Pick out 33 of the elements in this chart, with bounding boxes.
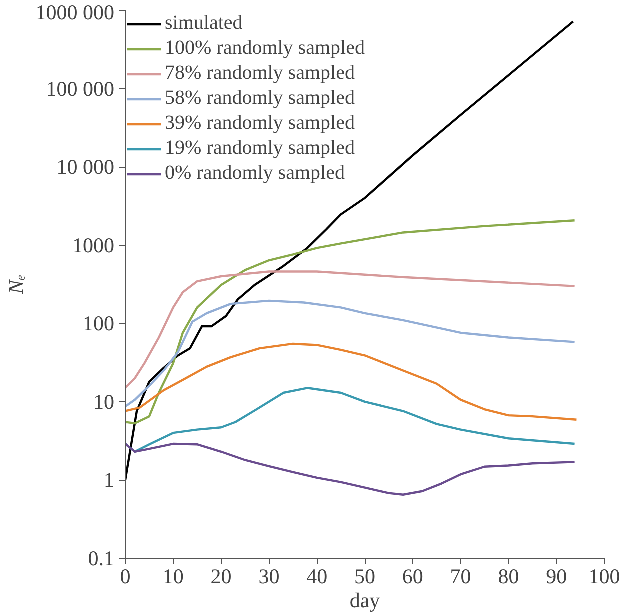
- line-series: [126, 300, 576, 408]
- x-tick-label: 100: [588, 564, 620, 588]
- legend-label: 39% randomly sampled: [165, 112, 355, 135]
- y-tick-label: 1000: [72, 233, 114, 258]
- line-series: [126, 270, 576, 390]
- x-tick-label: 90: [546, 564, 568, 588]
- line-series: [126, 442, 576, 496]
- x-tick-label: 30: [258, 564, 280, 588]
- y-tick-label: 10: [94, 390, 114, 414]
- x-tick-label: 10: [162, 564, 184, 588]
- legend-label: 0% randomly sampled: [165, 162, 345, 185]
- x-tick-label: 0: [120, 564, 131, 588]
- legend-label: 19% randomly sampled: [165, 137, 355, 160]
- legend-label: 100% randomly sampled: [165, 37, 365, 60]
- x-tick-label: 70: [450, 564, 472, 588]
- legend-label: 58% randomly sampled: [165, 87, 355, 110]
- x-tick-label: 50: [354, 564, 376, 588]
- y-tick-label: 0.1: [88, 546, 114, 570]
- legend-label: 78% randomly sampled: [165, 62, 355, 85]
- x-tick-label: 20: [210, 564, 232, 588]
- y-tick-label: 10 000: [56, 155, 114, 180]
- x-tick-label: 80: [498, 564, 520, 588]
- line-series: [126, 220, 576, 425]
- line-series: [126, 342, 578, 421]
- y-tick-label: 1000 000: [36, 0, 114, 24]
- x-tick-label: 40: [306, 564, 328, 588]
- x-axis-title: day: [350, 588, 381, 612]
- y-tick-label: 100 000: [46, 76, 114, 101]
- y-axis-title: Nₑ: [4, 274, 28, 296]
- y-tick-label: 100: [83, 312, 114, 336]
- y-tick-label: 1: [104, 468, 114, 492]
- x-tick-label: 60: [402, 564, 424, 588]
- legend-label: simulated: [165, 12, 243, 35]
